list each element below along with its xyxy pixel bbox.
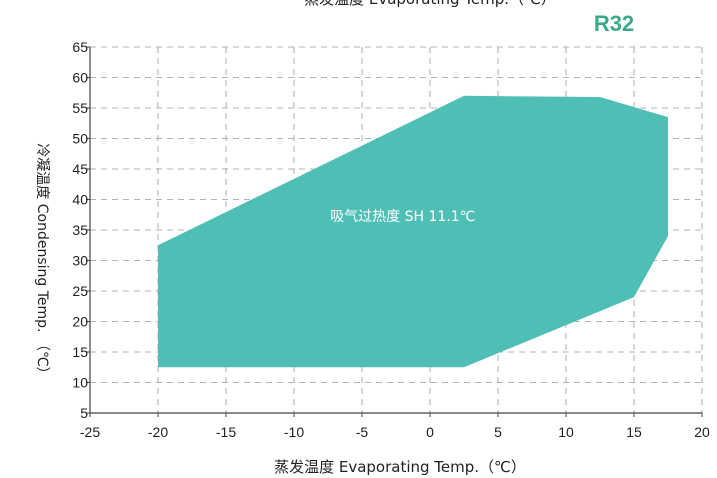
envelope-annotation: 吸气过热度 SH 11.1℃ (330, 209, 475, 225)
refrigerant-title: R32 (594, 11, 634, 36)
operating-envelope-area (158, 95, 668, 368)
y-tick-label: 5 (80, 405, 88, 421)
x-tick-label: -20 (148, 424, 168, 440)
x-tick-label: 10 (558, 424, 574, 440)
y-tick-label: 40 (72, 192, 88, 208)
x-tick-label: -10 (284, 424, 304, 440)
y-tick-label: 25 (72, 283, 88, 299)
y-tick-label: 30 (72, 253, 88, 269)
x-tick-label: 0 (426, 424, 434, 440)
y-tick-label: 20 (72, 314, 88, 330)
x-tick-label: -25 (80, 424, 100, 440)
x-tick-label: -15 (216, 424, 236, 440)
y-tick-label: 10 (72, 375, 88, 391)
y-tick-label: 55 (72, 100, 88, 116)
x-tick-label: 15 (626, 424, 642, 440)
x-axis-ticks: -25 -20 -15 -10 -5 0 5 10 15 20 (80, 413, 710, 440)
x-tick-label: 5 (494, 424, 502, 440)
y-axis-ticks: 5 10 15 20 25 30 35 40 45 50 55 60 65 (72, 39, 90, 421)
y-tick-label: 35 (72, 222, 88, 238)
y-tick-label: 50 (72, 131, 88, 147)
x-axis-label: 蒸发温度 Evaporating Temp.（℃） (274, 458, 526, 476)
y-axis-label: 冷凝温度 Condensing Temp. （℃） (34, 143, 50, 380)
y-tick-label: 65 (72, 39, 88, 55)
x-tick-label: 20 (694, 424, 710, 440)
x-tick-label: -5 (356, 424, 369, 440)
y-tick-label: 45 (72, 161, 88, 177)
y-tick-label: 60 (72, 70, 88, 86)
top-axis-label: 蒸发温度 Evaporating Temp.（℃） (304, 0, 556, 8)
y-tick-label: 15 (72, 344, 88, 360)
